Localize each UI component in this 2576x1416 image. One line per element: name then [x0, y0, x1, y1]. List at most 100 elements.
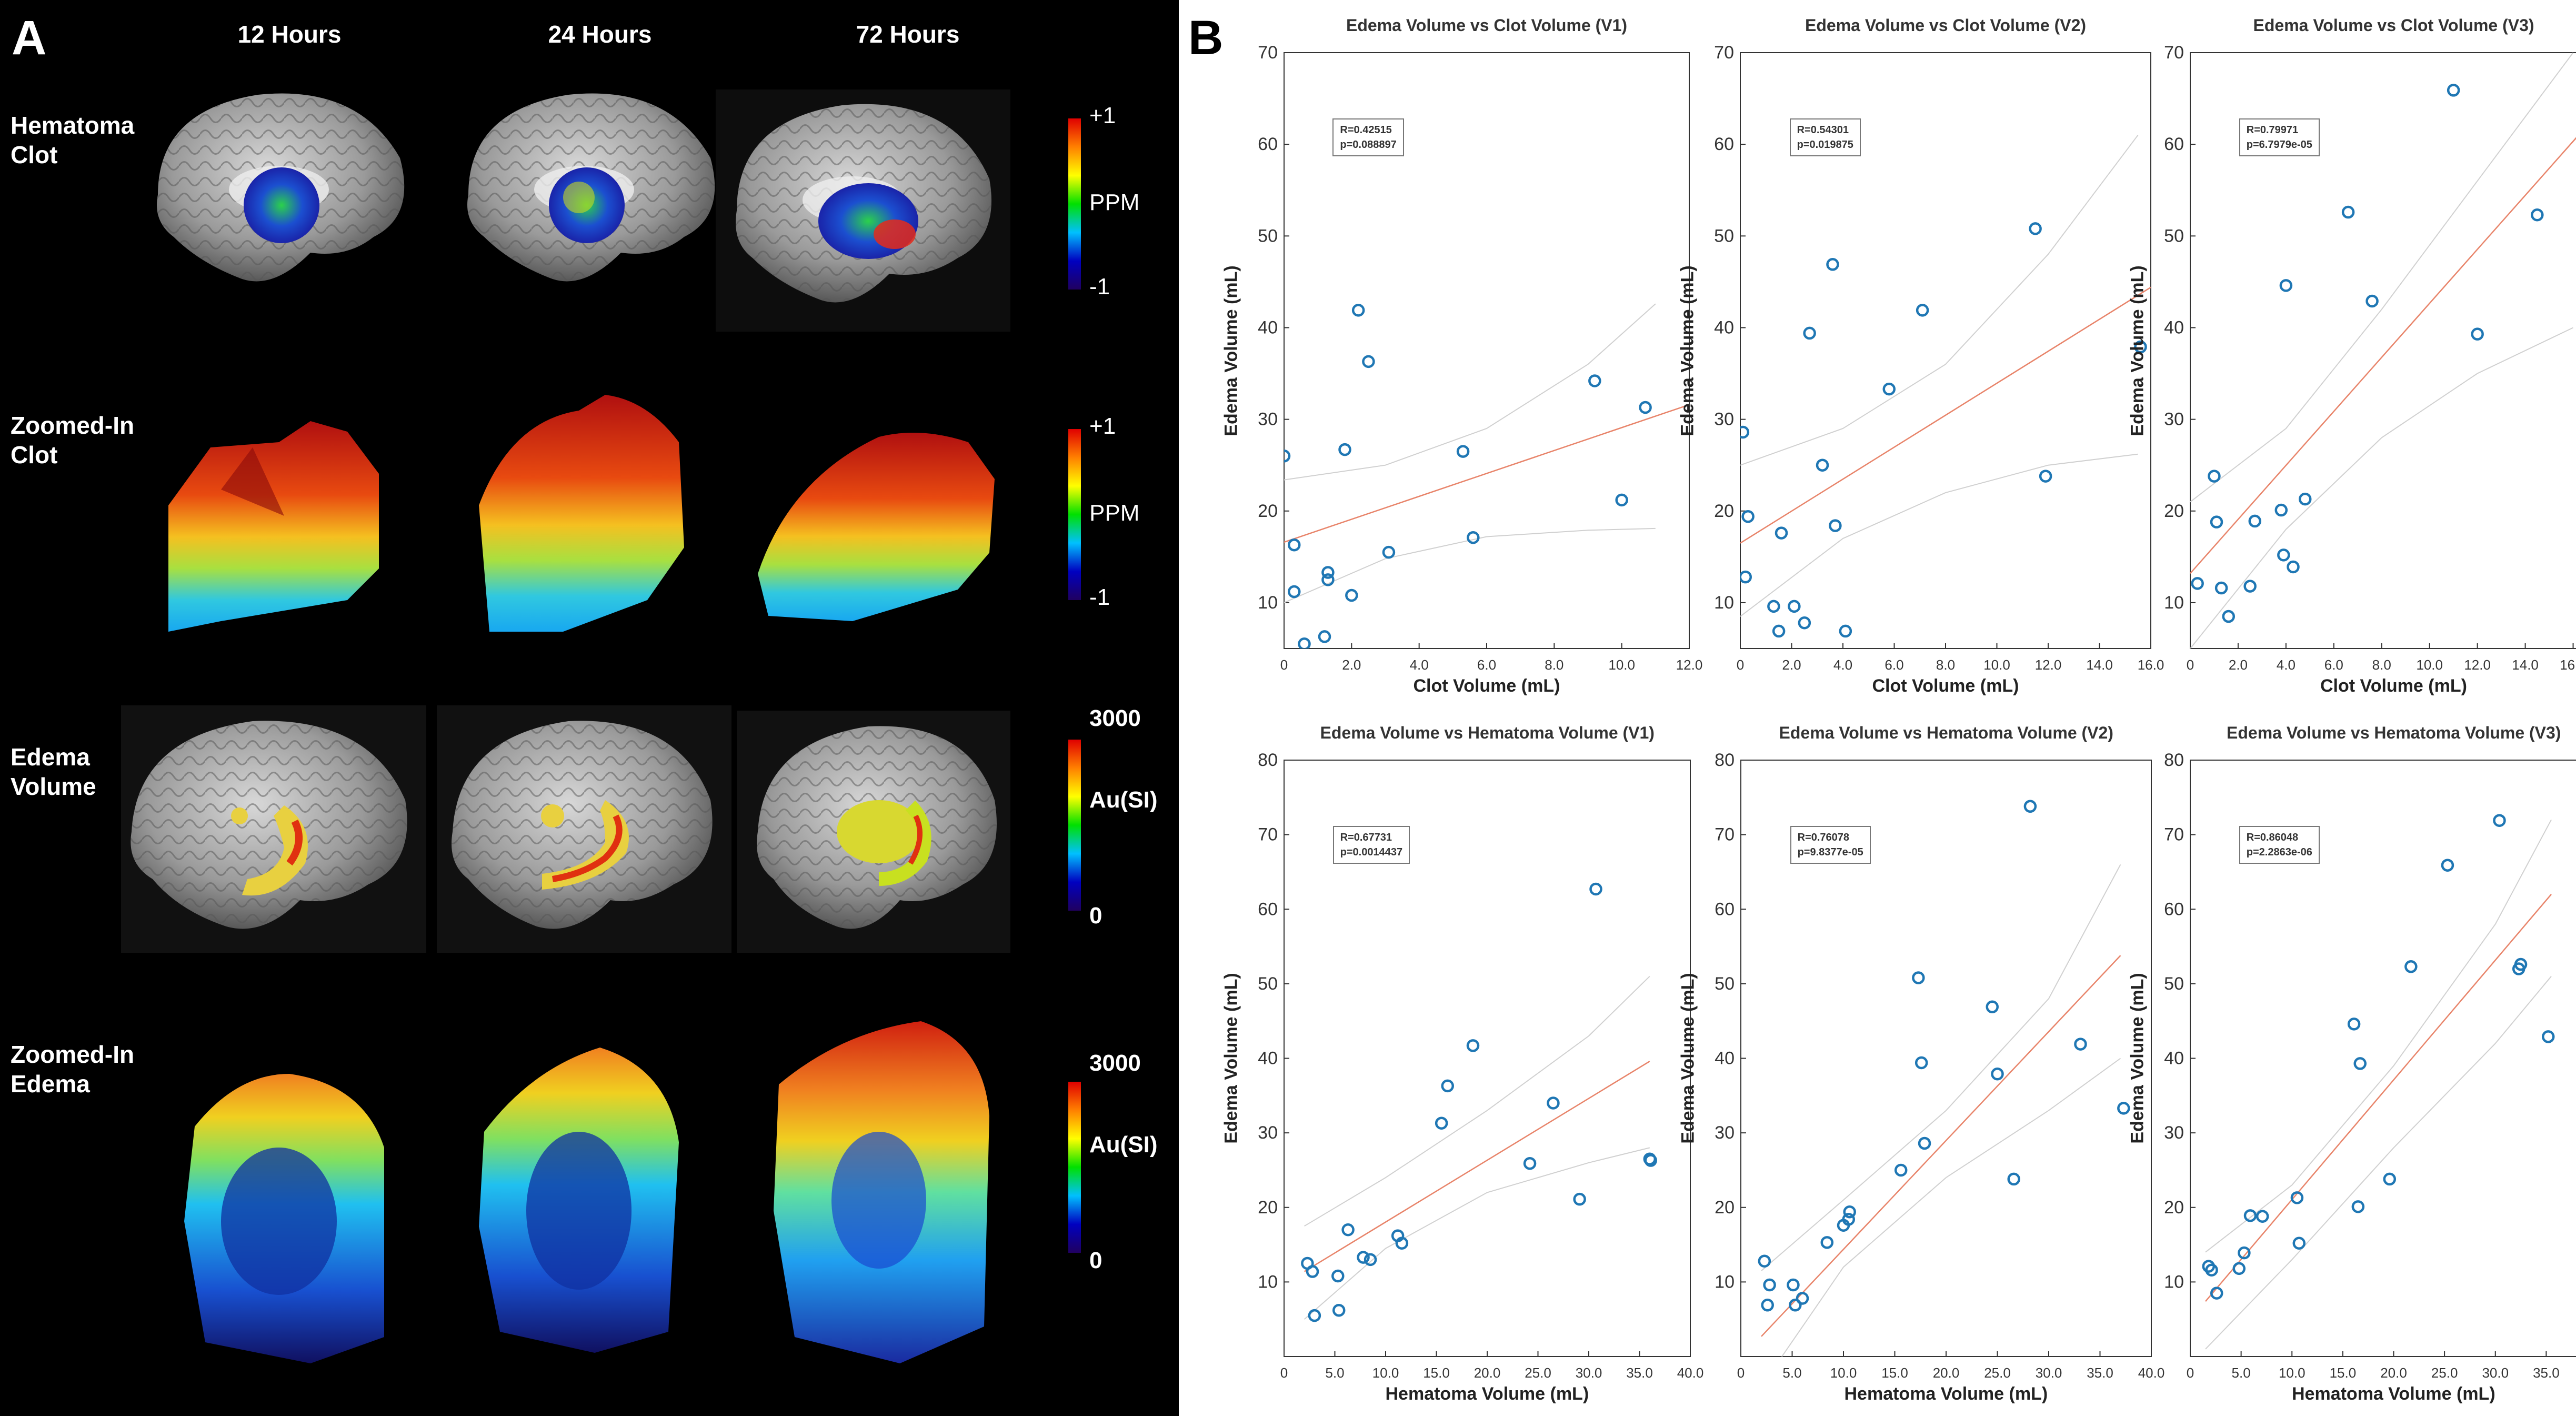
data-point	[2365, 294, 2379, 308]
ci-lower-line	[1781, 1058, 2121, 1357]
data-point	[2514, 958, 2528, 971]
data-point	[1644, 1154, 1657, 1167]
data-point	[2353, 1057, 2367, 1070]
scatter-plot-6-svg: 05.010.015.020.025.030.035.040.010203040…	[2164, 750, 2576, 1381]
y-tick-label: 30	[1714, 410, 1734, 430]
ci-upper-line	[1740, 135, 2139, 466]
x-tick-label: 0	[2187, 657, 2194, 673]
x-tick-label: 5.0	[1325, 1365, 1344, 1381]
stat-r: R=0.79971	[2246, 124, 2299, 136]
x-tick-label: 15.0	[1423, 1365, 1450, 1381]
data-point	[2248, 514, 2262, 528]
x-tick-label: 20.0	[1933, 1365, 1960, 1381]
ci-lower-line	[2205, 976, 2552, 1350]
data-point	[2441, 859, 2454, 872]
colorbar-2-top: +1	[1089, 413, 1116, 439]
plot-title: Edema Volume vs Clot Volume (V3)	[2253, 16, 2534, 35]
data-point	[1298, 637, 1311, 649]
data-point	[2347, 1018, 2361, 1031]
x-tick-label: 10.0	[1372, 1365, 1399, 1381]
x-tick-label: 20.0	[2380, 1365, 2407, 1381]
ci-upper-line	[2205, 819, 2552, 1253]
brain-clot-24h-image	[467, 93, 715, 282]
panel-b: B 0 2.0 4.0 6.0 8.0 10.0 12.0 10 20 30 40 50 60 70 Ede…	[1179, 0, 2576, 1416]
zoomed-edema-24h-image	[479, 1048, 679, 1353]
y-tick-label: 40	[2164, 317, 2184, 337]
y-tick-label: 30	[1258, 1123, 1278, 1143]
stat-p: p=2.2863e-06	[2246, 846, 2312, 858]
x-tick-label: 8.0	[1936, 657, 1955, 673]
y-tick-label: 70	[1258, 43, 1278, 63]
y-tick-label: 30	[1715, 1123, 1735, 1143]
x-tick-label: 10.0	[2416, 657, 2443, 673]
plot-title: Edema Volume vs Clot Volume (V2)	[1805, 16, 2087, 35]
data-point	[1986, 1000, 1999, 1014]
x-tick-label: 35.0	[2533, 1365, 2560, 1381]
data-point	[1288, 538, 1301, 552]
brain-edema-24h-image	[437, 705, 731, 953]
data-point	[1912, 971, 1925, 984]
data-point	[1441, 1079, 1454, 1093]
colorbar-ppm-2	[1068, 429, 1081, 600]
data-point	[2274, 503, 2288, 517]
panel-b-label: B	[1188, 11, 1224, 65]
ci-lower-line	[1740, 453, 2138, 617]
x-tick-label: 10.0	[1983, 657, 2010, 673]
data-point	[1772, 624, 1786, 638]
zoomed-edema-12h-image	[184, 1074, 384, 1363]
y-tick-label: 80	[2164, 750, 2184, 770]
data-point	[2531, 208, 2544, 222]
fit-line	[2190, 137, 2576, 574]
data-point	[2351, 1200, 2365, 1213]
data-point	[2243, 1209, 2257, 1222]
x-tick-label: 5.0	[2232, 1365, 2251, 1381]
y-tick-label: 40	[2164, 1049, 2184, 1069]
data-point	[2191, 577, 2204, 590]
x-axis-label: Hematoma Volume (mL)	[2292, 1384, 2495, 1404]
row-label-hematoma-clot: Hematoma Clot	[11, 112, 135, 168]
x-axis-label: Clot Volume (mL)	[1413, 676, 1560, 696]
x-tick-label: 30.0	[1576, 1365, 1602, 1381]
x-tick-label: 8.0	[1545, 657, 1563, 673]
data-point	[2277, 549, 2290, 562]
data-point	[2299, 492, 2312, 506]
row-label-zoomed-clot: Zoomed-In Clot	[11, 412, 135, 468]
data-point	[1589, 882, 1602, 896]
x-tick-label: 16.0	[2560, 657, 2576, 673]
data-point	[2007, 1172, 2020, 1186]
x-tick-label: 4.0	[1833, 657, 1852, 673]
x-tick-label: 25.0	[1525, 1365, 1551, 1381]
colorbar-ausi-1	[1068, 740, 1081, 911]
stat-r: R=0.54301	[1797, 124, 1849, 136]
data-point	[2117, 1102, 2130, 1115]
data-point	[1991, 1067, 2004, 1081]
stat-r: R=0.67731	[1340, 831, 1392, 843]
fit-line	[1761, 955, 2121, 1337]
y-tick-label: 70	[2164, 825, 2184, 845]
data-point	[1740, 570, 1752, 584]
y-tick-label: 10	[2164, 593, 2184, 613]
x-tick-label: 14.0	[2512, 657, 2539, 673]
row-label-zoomed-edema: Zoomed-In Edema	[11, 1041, 135, 1098]
colorbar-2-bottom: -1	[1089, 584, 1110, 610]
x-tick-label: 15.0	[1881, 1365, 1908, 1381]
y-tick-label: 50	[1714, 226, 1734, 246]
data-point	[2029, 222, 2042, 235]
data-point	[1839, 624, 1852, 638]
column-header-72h: 72 Hours	[856, 21, 960, 48]
y-tick-label: 20	[1715, 1198, 1735, 1218]
ci-upper-line	[1284, 303, 1656, 481]
x-axis-label: Hematoma Volume (mL)	[1844, 1384, 2048, 1404]
data-point	[1588, 374, 1601, 387]
brain-edema-72h-image	[737, 711, 1010, 953]
y-tick-label: 60	[2164, 134, 2184, 154]
data-point	[1456, 445, 1470, 458]
data-point	[1364, 1253, 1377, 1267]
x-tick-label: 8.0	[2372, 657, 2391, 673]
x-tick-label: 35.0	[1626, 1365, 1653, 1381]
colorbar-3-mid: Au(SI)	[1089, 787, 1158, 813]
x-tick-label: 25.0	[2431, 1365, 2458, 1381]
x-tick-label: 10.0	[1830, 1365, 1857, 1381]
data-point	[1523, 1156, 1537, 1170]
data-point	[2208, 470, 2221, 483]
